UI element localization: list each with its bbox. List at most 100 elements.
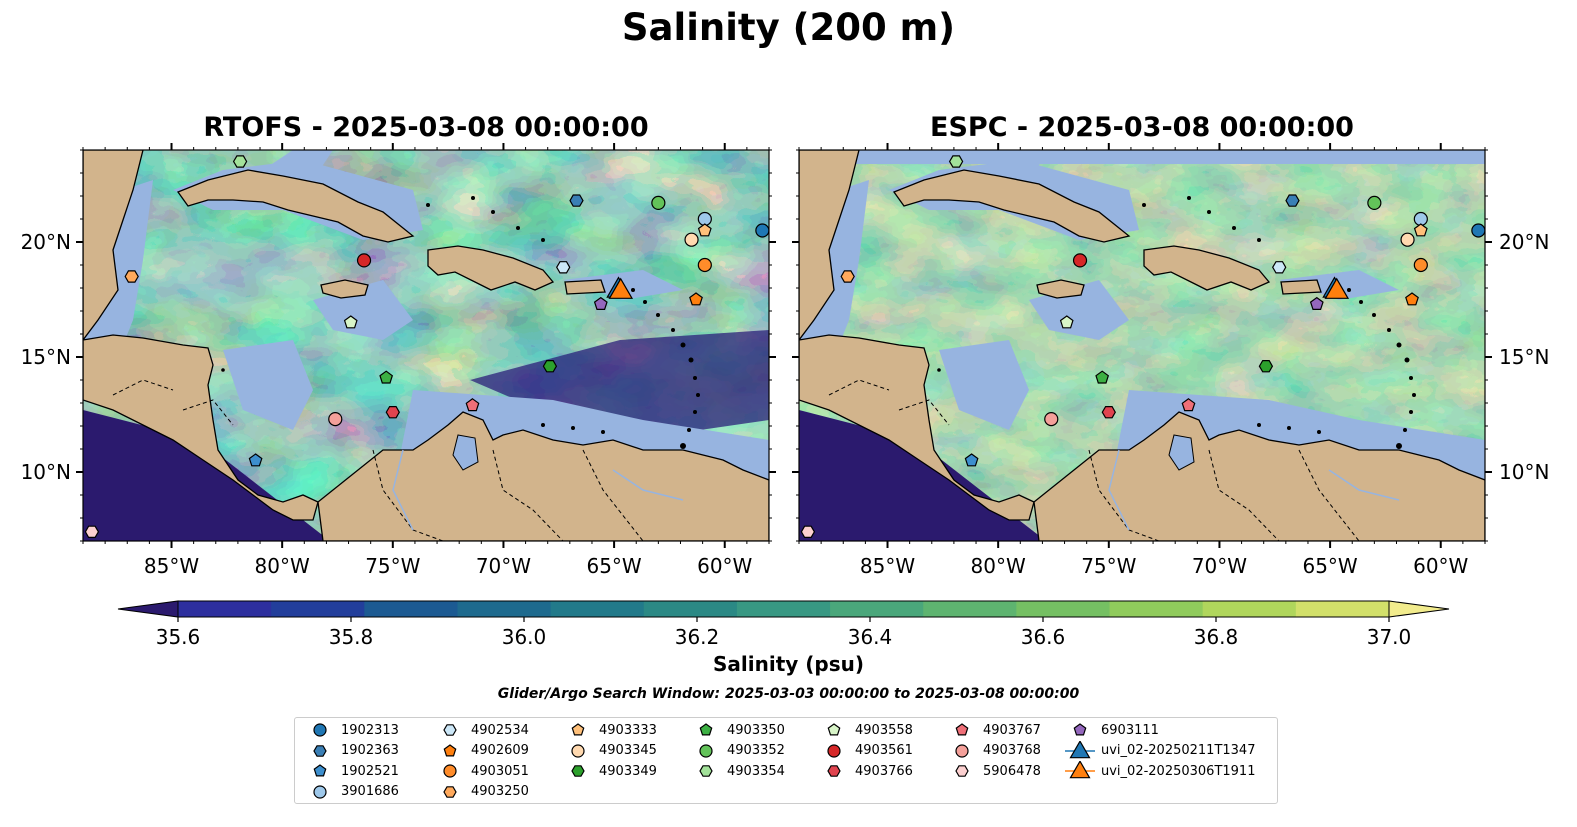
panel-title-rtofs: RTOFS - 2025-03-08 00:00:00 (203, 112, 649, 143)
legend-circle-marker (313, 784, 327, 799)
espc-obs-4903333 (1413, 223, 1428, 237)
lat-tick-label-left: 10°N (21, 460, 71, 484)
legend-label: 4903354 (727, 763, 785, 779)
legend-label: 4903051 (471, 763, 529, 779)
figure-title: Salinity (200 m) (621, 6, 956, 49)
colorbar-tick-label: 36.4 (848, 625, 893, 649)
legend-label: 4903767 (983, 722, 1041, 738)
legend-label: 4903333 (599, 722, 657, 738)
legend-item: 4903768 (947, 741, 1041, 761)
legend-marker (443, 724, 457, 736)
colorbar-segment (457, 601, 552, 617)
espc-obs-4903352 (1367, 195, 1382, 210)
espc-obs-4902609 (1405, 292, 1419, 306)
legend-marker (313, 723, 327, 737)
legend-marker (955, 723, 969, 736)
legend-marker (571, 723, 585, 736)
legend-marker (443, 764, 457, 778)
colorbar-tick-label: 36.2 (675, 625, 720, 649)
legend-item: 4903561 (819, 741, 913, 761)
espc-obs-4903767 (1181, 398, 1196, 412)
legend-item: 3901686 (305, 782, 399, 802)
legend-item: 4903051 (435, 761, 529, 781)
colorbar-segment (550, 601, 645, 617)
legend-hexagon-marker (313, 744, 327, 757)
legend-label: 4903250 (471, 784, 529, 799)
lat-tick-label-left: 15°N (21, 345, 71, 369)
rtofs-obs-4903558 (343, 315, 358, 329)
colorbar-segment (1109, 601, 1204, 617)
legend-item: 1902521 (305, 761, 399, 781)
legend-item: 4903767 (947, 720, 1041, 740)
legend-circle-marker (699, 743, 713, 758)
rtofs-obs-1902521 (248, 453, 263, 467)
legend-label: 4903345 (599, 743, 657, 758)
legend-label: 6903111 (1101, 722, 1159, 738)
rtofs-obs-4903051 (697, 257, 712, 273)
espc-obs-4903051 (1413, 257, 1428, 273)
legend-label: uvi_02-20250211T1347 (1101, 743, 1256, 758)
rtofs-obs-4903333 (697, 223, 712, 237)
espc-obs-4903768 (1044, 412, 1059, 427)
legend-glider-marker (1069, 740, 1091, 758)
legend-label: 4903350 (727, 722, 785, 738)
espc-frame (798, 149, 1486, 542)
rtofs-obs-6903111 (593, 296, 608, 310)
rtofs-obs-4903561 (356, 253, 372, 268)
legend-label: uvi_02-20250306T1911 (1101, 763, 1256, 779)
espc-obs-4903250 (840, 270, 855, 283)
legend-label: 4903352 (727, 743, 785, 758)
legend-marker (955, 743, 969, 758)
legend-item: 4903352 (691, 741, 785, 761)
legend-circle-marker (827, 743, 841, 758)
espc-obs-5906478 (800, 525, 816, 539)
rtofs-obs-4902609 (689, 292, 703, 306)
legend-pentagon-marker (827, 723, 841, 736)
colorbar-segment (1202, 601, 1297, 617)
rtofs-obs-4903349 (542, 360, 558, 373)
espc-obs-4902534 (1272, 261, 1287, 274)
legend-label: 4903349 (599, 763, 657, 779)
legend-pentagon-marker (571, 723, 585, 736)
rtofs-obs-1902363 (569, 194, 584, 207)
rtofs-lon-tick-label: 70°W (476, 554, 531, 578)
legend-marker (955, 765, 969, 777)
legend-item: 5906478 (947, 761, 1041, 781)
legend-pentagon-marker (443, 743, 457, 756)
colorbar-tick-label: 36.6 (1021, 625, 1066, 649)
espc-pacific-area (799, 410, 1046, 541)
colorbar-segment (643, 601, 738, 617)
legend-item: 4902534 (435, 720, 529, 740)
colorbar-tick-label: 36.0 (502, 625, 547, 649)
rtofs-obs-4903767 (465, 398, 480, 412)
legend-item: uvi_02-20250211T1347 (1065, 740, 1256, 761)
legend-pentagon-marker (1073, 723, 1087, 736)
espc-obs-1902521 (964, 453, 979, 467)
legend-item: 4903354 (691, 761, 785, 781)
legend-marker (699, 743, 713, 758)
rtofs-frame (82, 149, 770, 542)
legend-marker (313, 744, 327, 757)
colorbar-segment (178, 601, 272, 617)
legend-item: 4903345 (563, 741, 657, 761)
legend-item: 4902609 (435, 741, 529, 761)
legend-circle-marker (443, 764, 457, 778)
legend-glider-marker (1069, 761, 1091, 779)
legend-label: 4903768 (983, 743, 1041, 758)
rtofs-lon-tick-label: 85°W (144, 554, 199, 578)
espc-lon-tick-label: 60°W (1413, 554, 1468, 578)
rtofs-glider-uvi_02-20250306T1911 (608, 277, 634, 299)
rtofs-obs-4903350 (379, 370, 394, 384)
legend-label: 5906478 (983, 763, 1041, 779)
colorbar-tick-label: 37.0 (1367, 625, 1412, 649)
legend-item: 4903250 (435, 782, 529, 802)
legend-label: 3901686 (341, 784, 399, 799)
legend-label: 4903561 (855, 743, 913, 758)
espc-glider-uvi_02-20250306T1911 (1324, 277, 1350, 299)
legend-marker (699, 765, 713, 777)
colorbar-segment (923, 601, 1017, 617)
legend-label: 4903766 (855, 763, 913, 779)
legend-label: 4902609 (471, 743, 529, 758)
lat-tick-label-right: 15°N (1499, 345, 1549, 369)
